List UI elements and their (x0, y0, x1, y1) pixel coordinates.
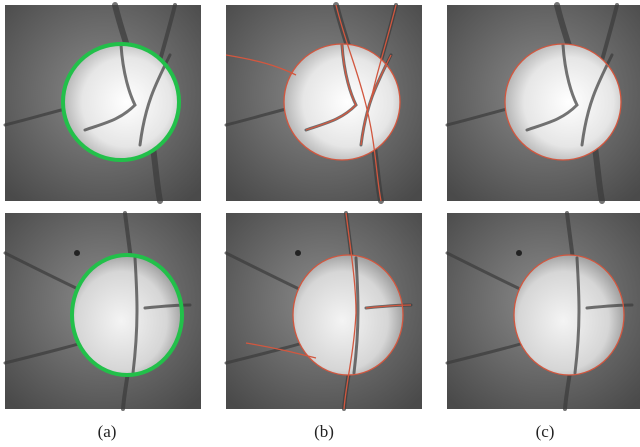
figure: (a) (b) (c) (0, 0, 640, 447)
panel-c-top (447, 5, 640, 201)
panel-c-bottom (447, 213, 640, 409)
panel-label: (c) (536, 422, 555, 441)
panel-a-bottom (5, 213, 201, 409)
panel-label: (b) (314, 422, 334, 441)
panel-b-bottom (226, 213, 422, 409)
panel-a-top (5, 5, 201, 201)
panel-label: (a) (98, 422, 117, 441)
panel-b-top (226, 5, 422, 201)
